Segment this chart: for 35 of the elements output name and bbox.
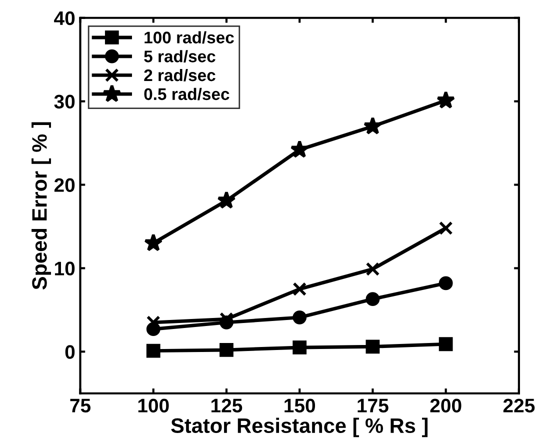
y-axis-title: Speed Error [ % ] bbox=[32, 122, 51, 290]
point bbox=[144, 233, 163, 252]
point bbox=[366, 262, 380, 276]
x-tick-label: 200 bbox=[430, 398, 462, 413]
point bbox=[438, 276, 453, 290]
point bbox=[366, 340, 380, 354]
legend-label: 2 rad/sec bbox=[144, 68, 216, 82]
x-tick-label: 225 bbox=[503, 398, 535, 413]
point bbox=[363, 116, 382, 134]
point bbox=[290, 140, 309, 158]
point bbox=[366, 292, 380, 306]
x-tick-label: 150 bbox=[284, 398, 316, 413]
point bbox=[438, 221, 453, 236]
point bbox=[292, 340, 307, 354]
x-tick-label: 175 bbox=[358, 398, 388, 413]
point bbox=[146, 344, 160, 358]
x-tick-label: 125 bbox=[211, 398, 242, 413]
point bbox=[146, 315, 160, 330]
legend-label: 5 rad/sec bbox=[144, 50, 216, 62]
point bbox=[217, 190, 236, 209]
y-tick-label: 30 bbox=[54, 94, 75, 109]
point bbox=[292, 282, 307, 296]
x-axis-title: Stator Resistance [ % Rs ] bbox=[171, 418, 428, 438]
point bbox=[292, 310, 307, 324]
point bbox=[438, 337, 453, 352]
y-tick-label: 40 bbox=[54, 11, 75, 26]
x-tick-label: 100 bbox=[138, 398, 169, 413]
x-tick-label: 75 bbox=[70, 398, 91, 413]
legend-label: 0.5 rad/sec bbox=[144, 88, 230, 100]
y-tick-label: 10 bbox=[54, 262, 75, 276]
legend-label: 100 rad/sec bbox=[144, 31, 234, 44]
point bbox=[436, 90, 456, 109]
y-tick-label: 0 bbox=[65, 345, 75, 359]
point bbox=[220, 343, 234, 357]
y-tick-label: 20 bbox=[54, 178, 75, 192]
